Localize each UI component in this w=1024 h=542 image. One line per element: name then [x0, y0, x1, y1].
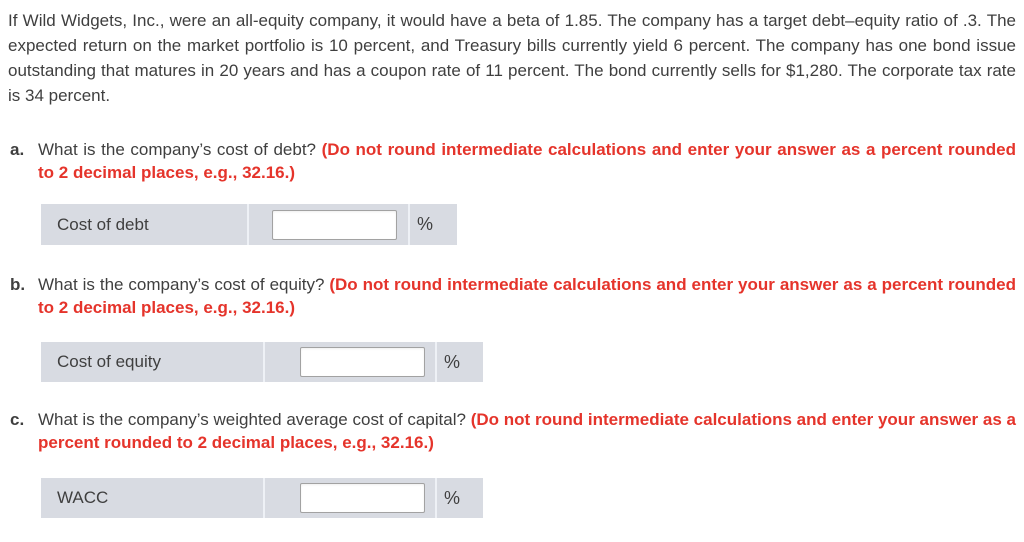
answer-row-cost-of-debt: Cost of debt % — [41, 204, 457, 245]
question-b-letter: b. — [10, 275, 26, 294]
question-c: c. What is the company’s weighted averag… — [0, 408, 1016, 454]
answer-input-cell-a — [247, 204, 408, 245]
cost-of-debt-input[interactable] — [272, 209, 397, 240]
answer-input-cell-b — [263, 342, 435, 382]
question-a: a. What is the company’s cost of debt? (… — [0, 138, 1016, 184]
cost-of-equity-input[interactable] — [300, 347, 425, 377]
answer-label-wacc: WACC — [57, 488, 109, 507]
percent-sign-b: % — [435, 342, 483, 382]
question-a-text: What is the company’s cost of debt? — [38, 140, 317, 159]
percent-sign-c: % — [435, 478, 483, 518]
problem-statement: If Wild Widgets, Inc., were an all-equit… — [8, 11, 1016, 105]
wacc-input[interactable] — [300, 483, 425, 513]
question-c-text: What is the company’s weighted average c… — [38, 410, 466, 429]
question-b: b. What is the company’s cost of equity?… — [0, 273, 1016, 319]
question-section-a: a. What is the company’s cost of debt? (… — [0, 138, 1024, 245]
answer-row-wacc: WACC % — [41, 478, 483, 518]
question-b-text: What is the company’s cost of equity? — [38, 275, 325, 294]
percent-sign-a: % — [408, 204, 457, 245]
question-c-letter: c. — [10, 410, 25, 429]
question-a-letter: a. — [10, 140, 25, 159]
question-b-instruction: (Do not round intermediate calculations … — [38, 275, 1016, 317]
answer-row-cost-of-equity: Cost of equity % — [41, 342, 483, 382]
question-section-c: c. What is the company’s weighted averag… — [0, 408, 1024, 518]
answer-label-cost-of-debt: Cost of debt — [57, 214, 149, 234]
question-section-b: b. What is the company’s cost of equity?… — [0, 273, 1024, 382]
question-c-instruction: (Do not round intermediate calculations … — [38, 410, 1016, 452]
answer-input-cell-c — [263, 478, 435, 518]
answer-label-cost-of-equity: Cost of equity — [57, 352, 161, 371]
question-a-instruction: (Do not round intermediate calculations … — [38, 140, 1016, 182]
